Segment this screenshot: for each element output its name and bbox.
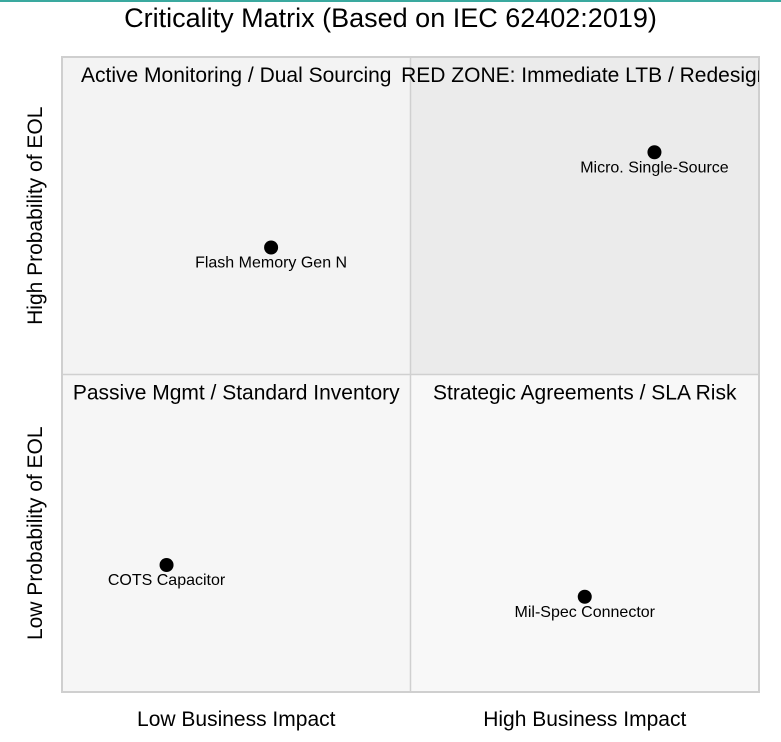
x-tick-label: Low Business Impact <box>137 708 336 731</box>
x-tick-label: High Business Impact <box>483 708 686 731</box>
data-point <box>577 589 592 604</box>
data-point-label: COTS Capacitor <box>108 572 226 589</box>
top-accent-rule <box>0 0 781 2</box>
quadrant-label-top-right: RED ZONE: Immediate LTB / Redesign <box>401 64 768 87</box>
quadrant-labels: Active Monitoring / Dual Sourcing RED ZON… <box>73 64 768 405</box>
chart-title: Criticality Matrix (Based on IEC 62402:2… <box>124 3 657 33</box>
plot-frame <box>61 56 760 693</box>
quadrant-label-bottom-left: Passive Mgmt / Standard Inventory <box>73 382 400 405</box>
data-point <box>159 558 174 572</box>
data-point-label: Micro. Single-Source <box>580 159 729 176</box>
quadrant-top-right-background <box>410 57 759 375</box>
data-point-label: Mil-Spec Connector <box>515 604 656 621</box>
data-point-label: Flash Memory Gen N <box>195 255 347 272</box>
quadrant-top-left-background <box>62 57 411 375</box>
quadrant-label-bottom-right: Strategic Agreements / SLA Risk <box>433 382 737 405</box>
quadrant-bottom-right-background <box>410 374 759 692</box>
y-tick-label: High Probability of EOL <box>24 107 47 325</box>
data-point <box>647 145 662 160</box>
quadrant-bottom-left-background <box>62 374 411 692</box>
quadrant-label-top-left: Active Monitoring / Dual Sourcing <box>81 64 391 87</box>
y-tick-label: Low Probability of EOL <box>24 426 47 640</box>
data-point <box>264 240 279 255</box>
